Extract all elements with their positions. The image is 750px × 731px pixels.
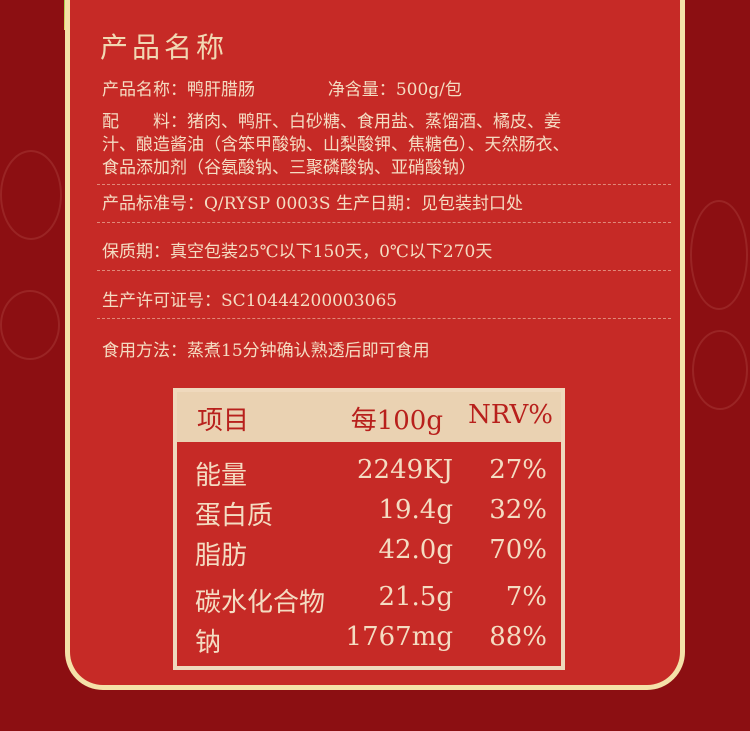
decor-swirl xyxy=(692,330,748,410)
name-label: 产品名称： xyxy=(102,80,187,100)
nutrient-nrv: 7% xyxy=(505,582,547,612)
nutrient-nrv: 88% xyxy=(489,622,547,652)
info-card xyxy=(65,0,685,690)
license-row: 生产许可证号：SC10444200003065 xyxy=(102,291,398,311)
decor-swirl xyxy=(0,150,62,240)
nutrient-amount: 21.5g xyxy=(378,582,453,612)
nutrient-name: 能量 xyxy=(195,461,248,491)
divider xyxy=(97,318,671,319)
divider xyxy=(97,222,671,223)
nutrient-amount: 2249KJ xyxy=(356,455,453,485)
nutrient-amount: 1767mg xyxy=(345,622,453,652)
nutrient-name: 脂肪 xyxy=(195,541,248,571)
standard-row: 产品标准号：Q/RYSP 0003S 生产日期：见包装封口处 xyxy=(102,194,523,214)
table-header: 项目 每100g NRV% xyxy=(177,392,561,442)
usage-row: 食用方法：蒸煮15分钟确认熟透后即可食用 xyxy=(102,341,430,361)
nutrient-name: 碳水化合物 xyxy=(195,588,326,618)
nutrient-nrv: 70% xyxy=(489,535,547,565)
section-title: 产品名称 xyxy=(100,31,229,64)
decor-swirl xyxy=(0,290,60,360)
nutrient-amount: 19.4g xyxy=(378,495,453,525)
nutrient-nrv: 32% xyxy=(489,495,547,525)
nutrient-amount: 42.0g xyxy=(378,535,453,565)
ingredients-line: 汁、酿造酱油（含笨甲酸钠、山梨酸钾、焦糖色）、天然肠衣、 xyxy=(102,135,570,155)
net-label: 净含量： xyxy=(327,80,396,100)
decor-swirl xyxy=(690,200,748,310)
nutrient-name: 钠 xyxy=(195,628,222,658)
net-value: 500g/包 xyxy=(395,80,462,100)
nutrient-name: 蛋白质 xyxy=(195,501,274,531)
product-name-row: 产品名称：鸭肝腊肠 净含量：500g/包 xyxy=(102,79,462,102)
name-value: 鸭肝腊肠 xyxy=(187,80,255,100)
nutrient-nrv: 27% xyxy=(489,455,547,485)
header-nrv: NRV% xyxy=(468,400,553,430)
ingredients-line: 食品添加剂（谷氨酸钠、三聚磷酸钠、亚硝酸钠） xyxy=(102,158,476,178)
divider xyxy=(97,184,671,185)
header-item: 项目 xyxy=(197,406,250,436)
ingredients-line: 配 料：猪肉、鸭肝、白砂糖、食用盐、蒸馏酒、橘皮、姜 xyxy=(102,112,561,132)
divider xyxy=(97,270,671,271)
header-per100g: 每100g xyxy=(350,406,443,436)
shelf-life-row: 保质期：真空包装25℃以下150天，0℃以下270天 xyxy=(102,242,493,262)
nutrition-table: 项目 每100g NRV% 能量 2249KJ 27% 蛋白质 19.4g 32% 脂肪 42… xyxy=(173,388,565,670)
